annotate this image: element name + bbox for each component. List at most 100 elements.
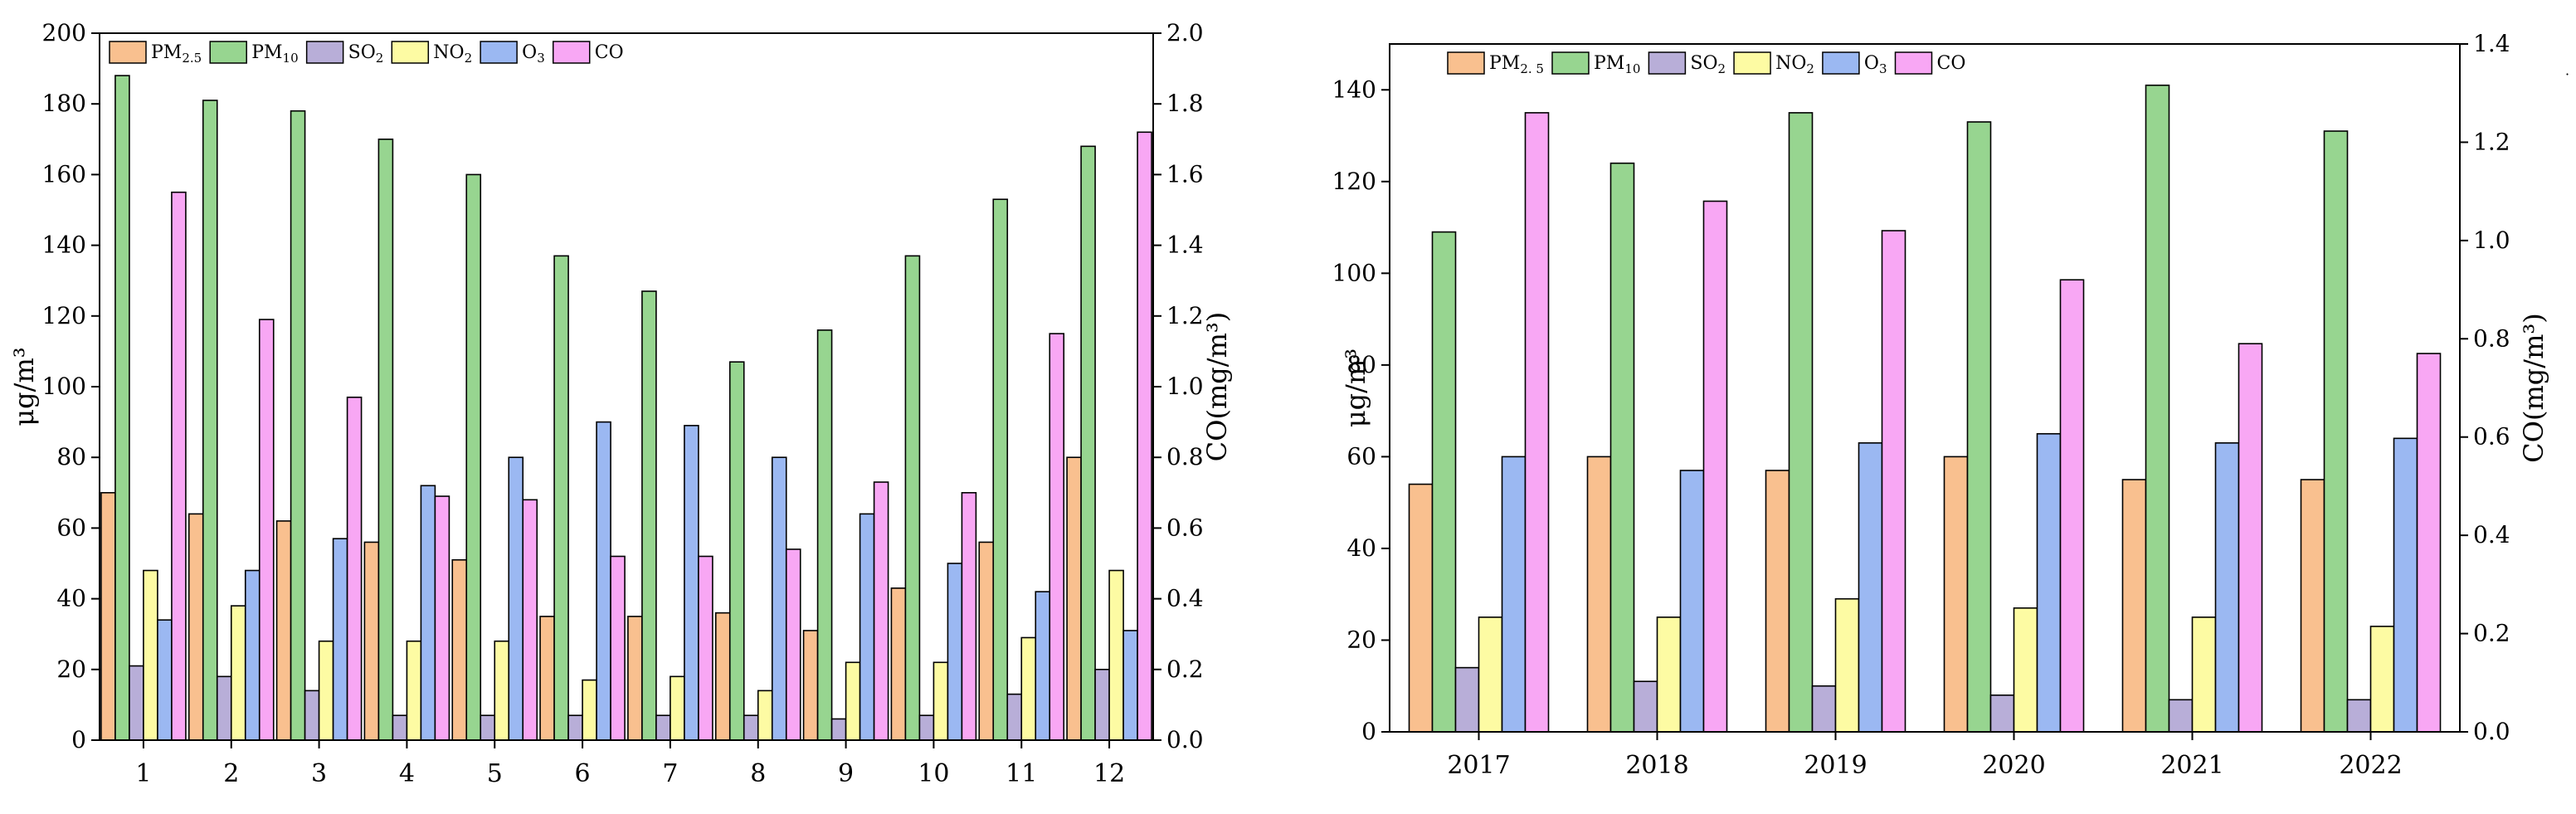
x-tick-label: 3: [311, 759, 327, 788]
bar-so2-11: [1006, 693, 1023, 741]
bar-o3-2022: [2393, 437, 2418, 733]
bar-so2-1: [129, 665, 144, 741]
bar-o3-2017: [1501, 456, 1527, 733]
x-tick-label: 5: [487, 759, 503, 788]
legend-swatch-no2: [391, 41, 430, 64]
x-tick-label: 11: [1006, 759, 1037, 788]
y2-tick-label: 1.0: [1166, 373, 1204, 400]
bar-pm25-6: [539, 616, 555, 741]
bar-pm10-8: [728, 361, 745, 741]
bar-so2-2019: [1811, 685, 1837, 733]
y-tick-label: 120: [1332, 168, 1376, 195]
y-tick-label: 0: [1361, 718, 1376, 745]
y2-tick-label: 0.0: [2473, 718, 2510, 745]
bar-o3-2021: [2214, 442, 2240, 733]
legend-swatch-pm25: [109, 41, 147, 64]
y2-tick-label: 1.6: [1166, 160, 1204, 188]
bar-pm10-2017: [1431, 231, 1457, 733]
legend-swatch-co: [1894, 51, 1933, 75]
bar-o3-12: [1122, 630, 1138, 741]
x-tick-label: 1: [135, 759, 151, 788]
bar-so2-2017: [1454, 666, 1480, 733]
bar-pm25-2017: [1408, 483, 1434, 733]
y2-axis-label: CO(mg/m³): [1201, 312, 1233, 461]
y-tick-label: 60: [1346, 442, 1376, 470]
plot-frame: [1389, 43, 2461, 733]
bar-no2-2021: [2191, 617, 2217, 733]
bar-co-2: [258, 319, 275, 741]
x-tick-label: 2017: [1447, 751, 1510, 780]
bar-pm25-10: [890, 587, 907, 741]
bar-so2-4: [392, 714, 408, 741]
bar-pm10-2: [202, 100, 218, 741]
x-tick-label: 2: [223, 759, 239, 788]
x-tick-label: 2019: [1804, 751, 1867, 780]
bar-pm25-3: [275, 520, 292, 741]
y-tick-label: 0: [71, 726, 86, 753]
bar-so2-2: [216, 675, 232, 741]
legend-swatch-no2: [1733, 51, 1771, 75]
bar-pm10-12: [1080, 145, 1096, 741]
legend-label: CO: [595, 42, 624, 63]
bar-pm10-1: [114, 75, 130, 741]
bar-pm25-8: [714, 612, 731, 741]
legend-swatch-pm10: [1551, 51, 1590, 75]
bar-so2-6: [567, 714, 583, 741]
bar-no2-4: [406, 640, 422, 741]
y-axis-label: μg/m³: [8, 347, 40, 426]
bar-co-4: [434, 495, 450, 741]
legend-label: NO2: [1775, 53, 1814, 76]
legend-swatch-so2: [305, 41, 344, 64]
y2-tick-label: 0.8: [1166, 443, 1204, 470]
legend-swatch-pm25: [1447, 51, 1485, 75]
y2-tick-label: 0.6: [1166, 514, 1204, 541]
legend-label: O3: [522, 42, 545, 66]
bar-no2-11: [1020, 636, 1037, 741]
legend-swatch-co: [552, 41, 591, 64]
bar-pm10-2022: [2323, 130, 2349, 733]
bar-so2-3: [304, 690, 320, 741]
bar-pm10-2021: [2145, 84, 2170, 733]
y2-axis-label: CO(mg/m³): [2518, 313, 2549, 462]
bar-co-5: [522, 499, 538, 741]
bar-so2-8: [743, 714, 759, 741]
x-tick-label: 9: [838, 759, 854, 788]
bar-pm25-2021: [2121, 479, 2147, 733]
bar-o3-1: [157, 619, 173, 741]
bar-pm10-2020: [1966, 121, 1992, 733]
legend-label: NO2: [433, 42, 472, 66]
x-tick-label: 2021: [2160, 751, 2223, 780]
bar-no2-3: [318, 640, 334, 741]
bar-no2-2019: [1834, 597, 1860, 733]
y2-tick-label: 0.4: [1166, 585, 1204, 612]
y2-tick-label: 1.8: [1166, 90, 1204, 117]
y-tick-label: 180: [42, 90, 86, 117]
y2-tick-label: 0.4: [2473, 521, 2510, 548]
bar-no2-2018: [1656, 617, 1682, 733]
bar-no2-2020: [2013, 607, 2038, 733]
y-tick-label: 100: [42, 373, 86, 400]
bar-o3-4: [420, 485, 436, 741]
y-tick-label: 140: [1332, 76, 1376, 103]
y2-tick-label: 1.4: [2473, 30, 2510, 57]
bar-o3-5: [508, 456, 524, 741]
bar-pm25-9: [802, 630, 819, 741]
x-tick-label: 7: [662, 759, 678, 788]
legend-label: PM10: [251, 42, 298, 66]
y-tick-label: 20: [1346, 626, 1376, 653]
bar-co-11: [1049, 333, 1065, 741]
x-tick-label: 2022: [2339, 751, 2402, 780]
bar-pm10-10: [904, 255, 921, 741]
bar-o3-10: [947, 563, 963, 741]
bar-so2-9: [830, 718, 847, 741]
bar-co-12: [1137, 131, 1152, 741]
bar-so2-10: [918, 714, 935, 741]
y-tick-label: 200: [42, 19, 86, 46]
bar-pm10-6: [553, 255, 569, 741]
y2-tick-label: 1.0: [2473, 227, 2510, 254]
y2-tick-label: 0.0: [1166, 726, 1204, 753]
bar-no2-2017: [1478, 617, 1503, 733]
x-tick-label: 2020: [1982, 751, 2045, 780]
y-axis-label: μg/m³: [1340, 349, 1371, 427]
y2-tick-label: 2.0: [1166, 19, 1204, 46]
